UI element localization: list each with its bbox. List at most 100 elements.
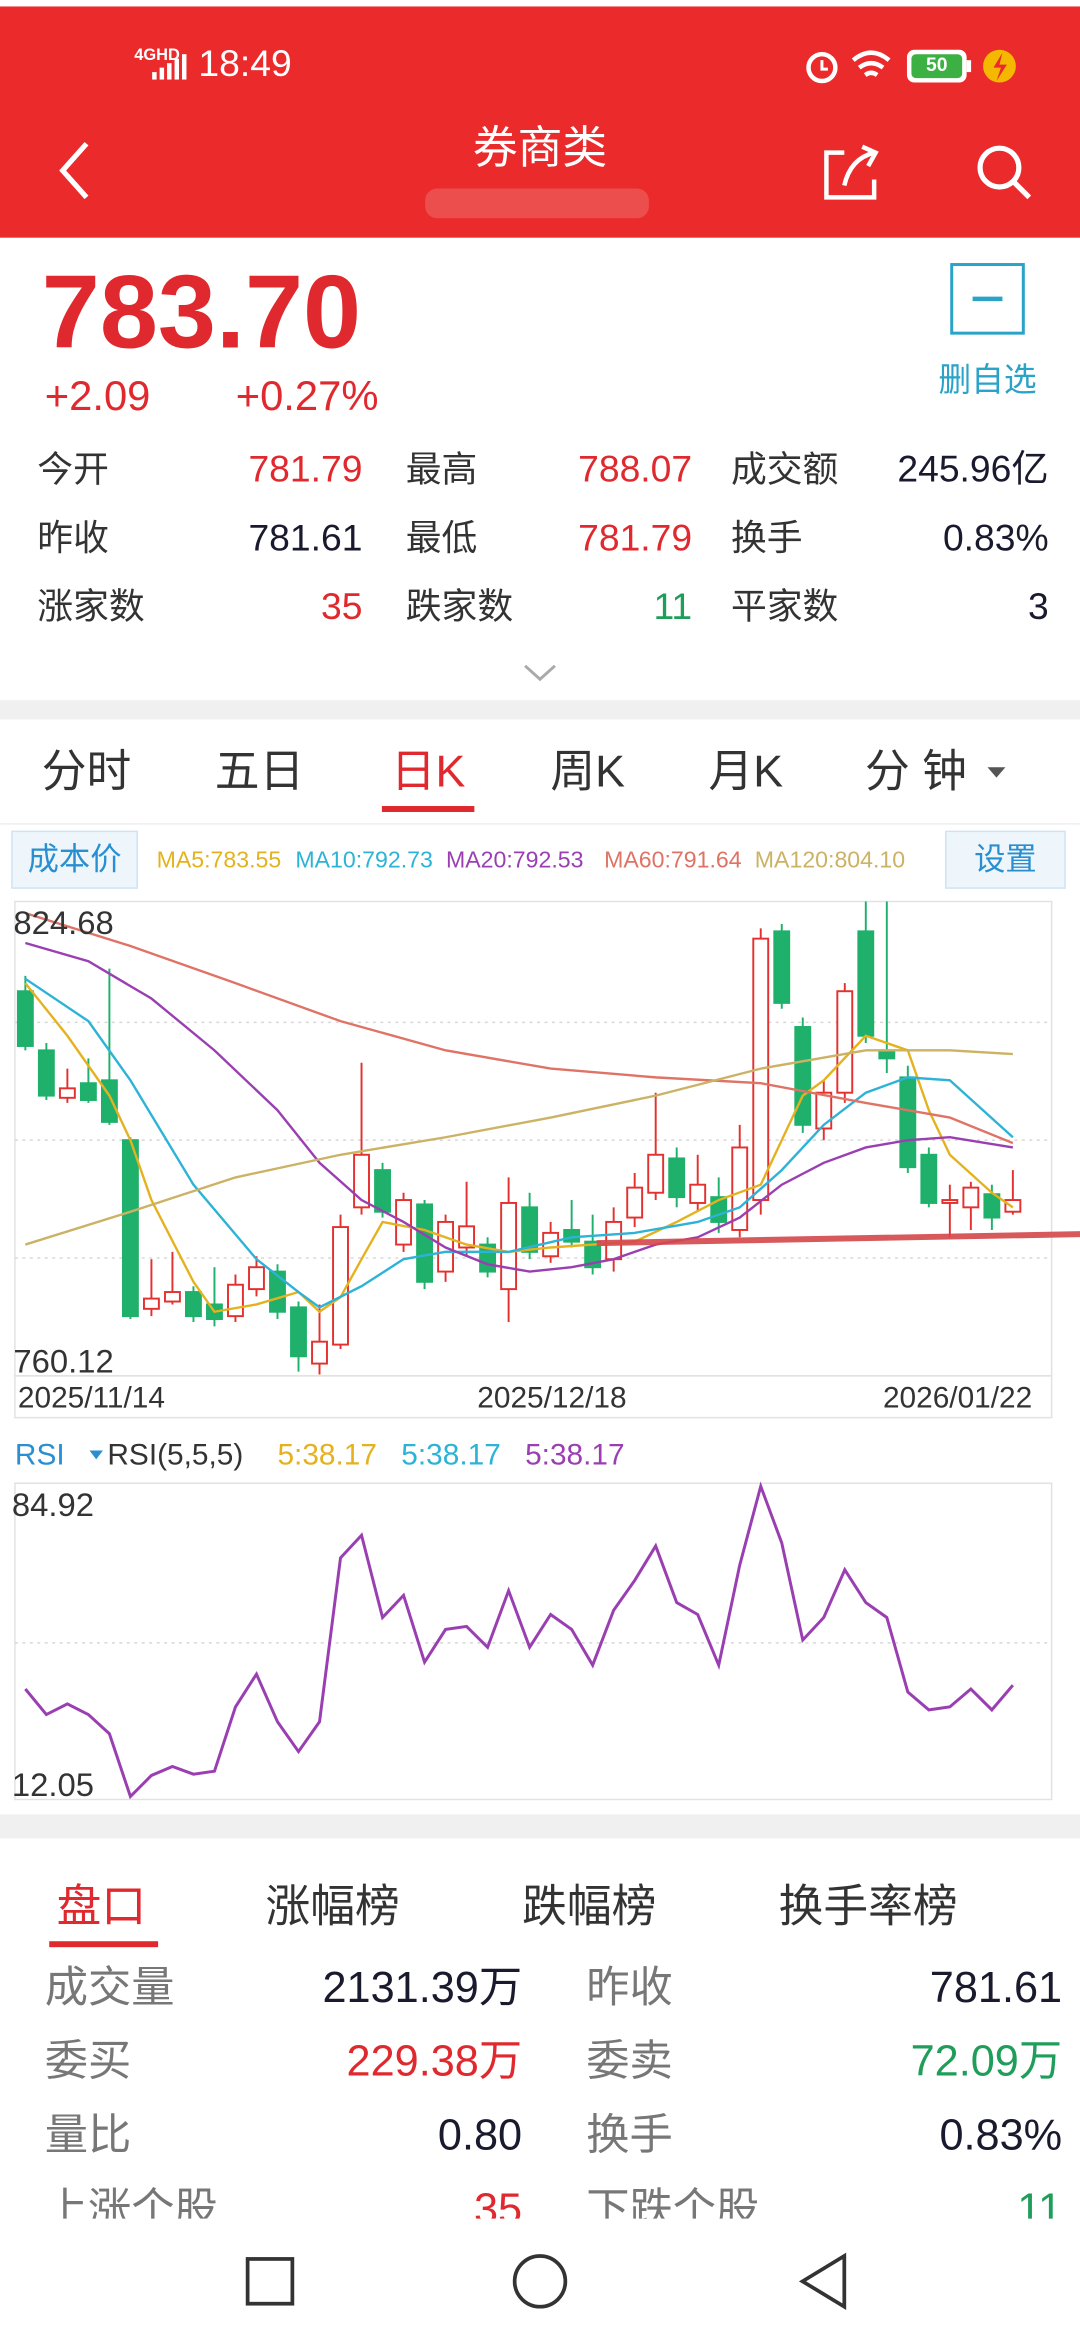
cost-button[interactable]: 成本价	[28, 841, 122, 876]
share-button[interactable]	[824, 144, 879, 200]
candle-body	[878, 1049, 896, 1060]
period-tab[interactable]: 周K	[550, 747, 625, 797]
stat-value: 781.61	[248, 516, 362, 558]
ma-line	[24, 977, 1014, 1309]
candle-body	[689, 1183, 707, 1204]
ma-legend: MA20:792.53	[446, 846, 583, 872]
rsi-plot	[24, 1481, 1015, 1800]
period-tab[interactable]: 月K	[709, 747, 784, 797]
home-button[interactable]	[512, 2254, 568, 2309]
indicator-dropdown[interactable]	[89, 1450, 103, 1460]
date-label: 2026/01/22	[883, 1382, 1032, 1415]
list-value: 0.83%	[939, 2112, 1062, 2160]
candle-body	[16, 990, 34, 1047]
candle-body	[521, 1206, 539, 1253]
indicator-name[interactable]: RSI	[15, 1438, 65, 1471]
list-value: 35	[474, 2185, 522, 2233]
back-button[interactable]	[59, 141, 89, 200]
settings-button-bg[interactable]	[945, 830, 1066, 889]
candle-body	[962, 1186, 980, 1209]
candle-body	[248, 1266, 265, 1291]
list-value: 229.38万	[347, 2038, 523, 2086]
battery-level: 50	[926, 54, 948, 76]
ma-legend: MA60:791.64	[604, 846, 742, 872]
ma-legend: MA120:804.10	[755, 846, 905, 872]
candle-body	[269, 1270, 286, 1313]
stat-value: 245.96亿	[897, 448, 1048, 490]
candle-body	[311, 1340, 328, 1365]
candle-body	[626, 1186, 644, 1219]
period-tab[interactable]: 五日	[215, 747, 305, 797]
expand-button[interactable]	[524, 664, 556, 682]
active-tab-indicator	[381, 806, 475, 812]
stat-value: 35	[321, 585, 362, 627]
last-price: 783.70	[42, 253, 361, 370]
list-tab[interactable]: 跌幅榜	[522, 1882, 656, 1932]
candle-body	[983, 1193, 1001, 1219]
watch-button[interactable]	[950, 263, 1025, 335]
stat-label: 成交额	[731, 449, 838, 489]
back-nav-button[interactable]	[798, 2252, 847, 2310]
stat-value: 788.07	[578, 448, 692, 490]
rsi-tick-label: 84.92	[12, 1486, 94, 1523]
stat-label: 最高	[406, 449, 478, 489]
stat-value: 781.79	[248, 448, 362, 490]
list-label: 下跌个股	[586, 2185, 759, 2233]
candle-body	[121, 1139, 139, 1318]
price-change-pct: +0.27%	[236, 372, 379, 419]
blurred-subtitle	[425, 188, 649, 219]
separator	[0, 1814, 1080, 1839]
candle-body	[920, 1153, 938, 1204]
search-button[interactable]	[977, 145, 1032, 200]
settings-button[interactable]: 设置	[974, 841, 1037, 876]
rsi-frame	[14, 1482, 1053, 1801]
signal-icon	[152, 54, 187, 80]
nav-bar	[245, 2252, 847, 2310]
list-value: 781.61	[930, 1964, 1062, 2012]
candle-body	[58, 1087, 76, 1099]
candle-body	[815, 1091, 833, 1130]
candle-body	[899, 1076, 917, 1169]
price-change: +2.09	[45, 372, 151, 419]
stat-label: 最低	[406, 518, 478, 558]
list-tab[interactable]: 盘口	[57, 1882, 147, 1932]
cost-button-bg[interactable]	[11, 830, 138, 889]
stat-label: 跌家数	[406, 587, 513, 627]
candle-body	[164, 1291, 181, 1303]
header-bg	[0, 6, 1080, 238]
period-tab[interactable]: 分 钟	[865, 747, 967, 797]
list-label: 量比	[45, 2112, 132, 2160]
recents-button[interactable]	[245, 2257, 295, 2306]
list-label: 委买	[45, 2038, 132, 2086]
list-label: 换手	[586, 2112, 673, 2160]
candle-body	[941, 1199, 959, 1204]
candle-body	[374, 1169, 391, 1213]
list-tab-indicator	[49, 1941, 159, 1948]
candle-body	[500, 1201, 518, 1291]
candle-body	[185, 1291, 202, 1318]
candle-body	[1004, 1199, 1022, 1213]
list-tab[interactable]: 换手率榜	[779, 1882, 958, 1932]
list-value: 0.80	[438, 2112, 522, 2160]
ma-legend: MA5:783.55	[157, 846, 282, 872]
period-tab[interactable]: 分时	[42, 747, 132, 797]
candle-body	[584, 1240, 602, 1269]
candle-body	[773, 930, 791, 1004]
list-tab[interactable]: 涨幅榜	[266, 1882, 400, 1932]
rsi-tick-label: 12.05	[12, 1766, 94, 1803]
candle-body	[647, 1153, 665, 1194]
dropdown-arrow	[987, 767, 1006, 778]
candle-body	[794, 1026, 812, 1126]
period-tab[interactable]: 日K	[391, 747, 466, 797]
rsi-legend: 5:38.17	[277, 1438, 377, 1471]
separator	[0, 700, 1080, 720]
candle-body	[836, 990, 854, 1094]
stat-label: 昨收	[37, 518, 109, 558]
date-label: 2025/12/18	[477, 1382, 626, 1415]
watch-label[interactable]: 删自选	[938, 361, 1036, 398]
candle-body	[353, 1153, 370, 1209]
stat-value: 781.79	[578, 516, 692, 558]
